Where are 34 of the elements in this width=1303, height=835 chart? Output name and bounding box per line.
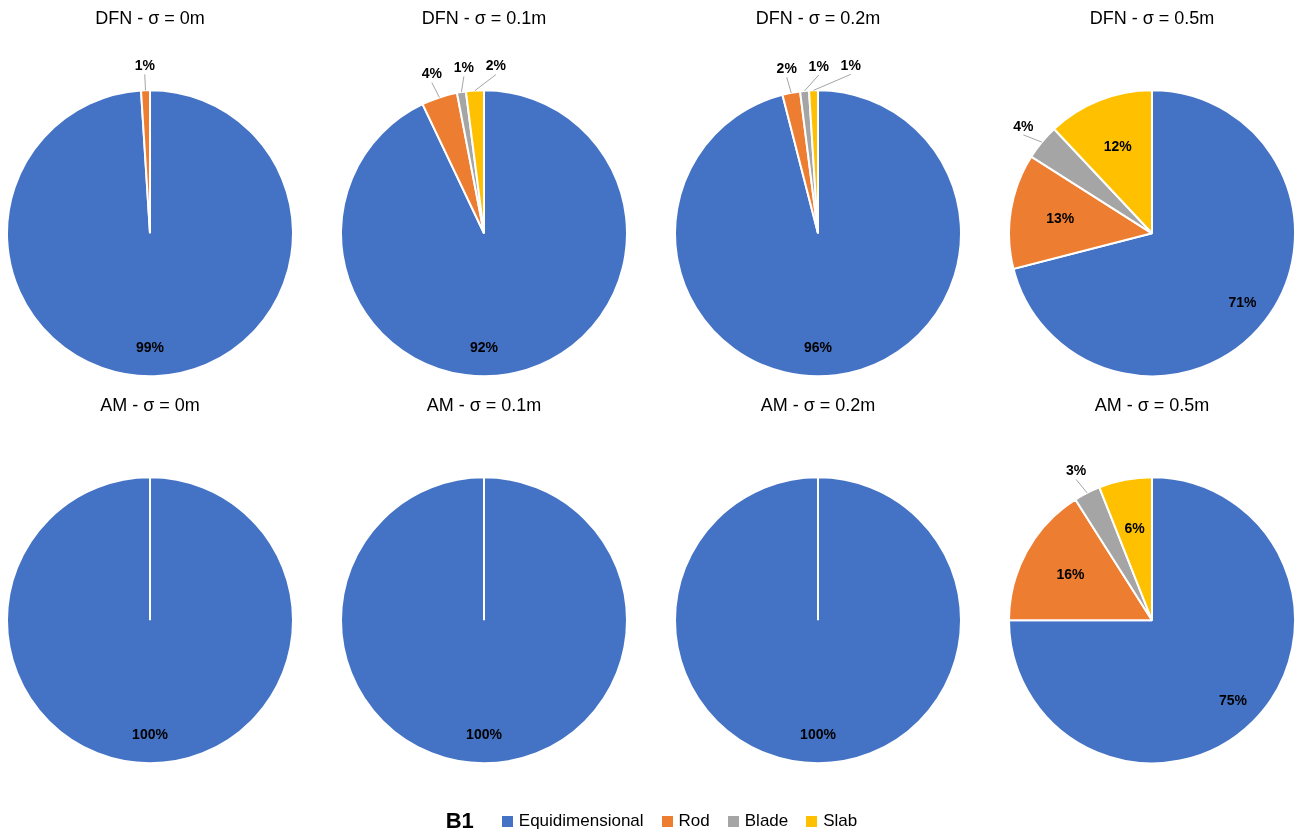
data-label: 4% bbox=[1013, 117, 1034, 134]
data-label: 100% bbox=[466, 725, 503, 742]
chart-title: DFN - σ = 0m bbox=[95, 7, 205, 28]
data-label: 16% bbox=[1056, 566, 1086, 583]
data-label: 1% bbox=[808, 57, 830, 74]
legend-label: Blade bbox=[744, 811, 789, 831]
data-label: 4% bbox=[421, 65, 443, 82]
chart-title: AM - σ = 0.5m bbox=[1094, 394, 1210, 415]
legend-label: Rod bbox=[678, 811, 710, 831]
data-label: 3% bbox=[1066, 462, 1087, 479]
chart-title: AM - σ = 0m bbox=[100, 394, 200, 415]
data-label: 2% bbox=[776, 60, 798, 77]
data-label: 13% bbox=[1046, 209, 1075, 226]
data-label: 99% bbox=[135, 338, 165, 355]
legend-label: Slab bbox=[823, 811, 858, 831]
data-label: 100% bbox=[800, 725, 837, 742]
data-label: 100% bbox=[132, 725, 169, 742]
chart-title: AM - σ = 0.1m bbox=[426, 394, 542, 415]
data-label: 1% bbox=[453, 59, 475, 76]
data-label: 92% bbox=[469, 338, 499, 355]
chart-title: DFN - σ = 0.2m bbox=[755, 7, 881, 28]
data-label: 12% bbox=[1103, 137, 1133, 154]
data-label: 75% bbox=[1218, 692, 1248, 709]
chart-title: AM - σ = 0.2m bbox=[760, 394, 876, 415]
text: B1 bbox=[445, 808, 474, 834]
data-label: 1% bbox=[840, 57, 862, 74]
legend-label: Equidimensional bbox=[518, 811, 644, 831]
chart-title: DFN - σ = 0.5m bbox=[1089, 7, 1215, 28]
chart-title: DFN - σ = 0.1m bbox=[421, 7, 547, 28]
data-label: 1% bbox=[134, 57, 156, 74]
data-label: 2% bbox=[485, 57, 507, 74]
data-label: 6% bbox=[1124, 519, 1146, 536]
data-label: 96% bbox=[803, 338, 833, 355]
data-label: 71% bbox=[1228, 294, 1257, 311]
